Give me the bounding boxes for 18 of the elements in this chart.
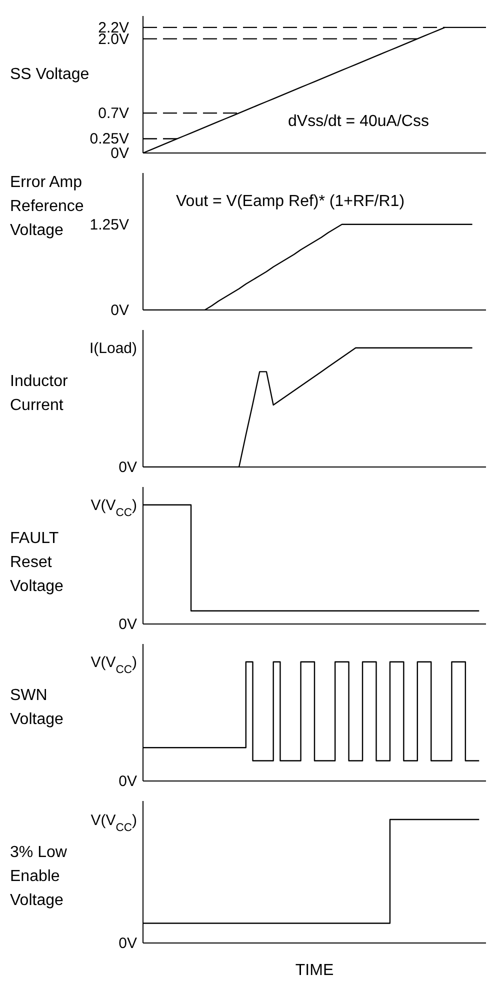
y-axis-title: SS Voltage [10, 65, 90, 85]
y-tick-label: 1.25V [90, 216, 129, 234]
y-tick-label: 0.7V [98, 105, 129, 122]
text: V(V$_{CC}$) [90, 496, 137, 519]
text: V(V$_{CC}$) [90, 812, 137, 834]
y-tick-label: 0V [110, 302, 129, 319]
y-tick-label: 0.25V [90, 130, 129, 148]
y-axis-title: Inductor Current [10, 372, 69, 416]
y-axis-title: FAULT Reset Voltage [10, 529, 64, 597]
text: I(Load) [89, 340, 137, 357]
x-axis-title: TIME [295, 962, 334, 979]
y-axis-title: Error Amp Reference Voltage [10, 174, 84, 239]
y-axis-title: SWN Voltage [10, 686, 64, 730]
y-axis-title: 3% Low Enable Voltage [10, 843, 68, 911]
annotation: dVss/dt = 40uA/Css [288, 113, 429, 131]
annotation: Vout = V(Eamp Ref)* (1+RF/R1) [176, 193, 405, 211]
y-tick-label: 0V [110, 145, 129, 162]
text: V(V$_{CC}$) [90, 654, 137, 676]
